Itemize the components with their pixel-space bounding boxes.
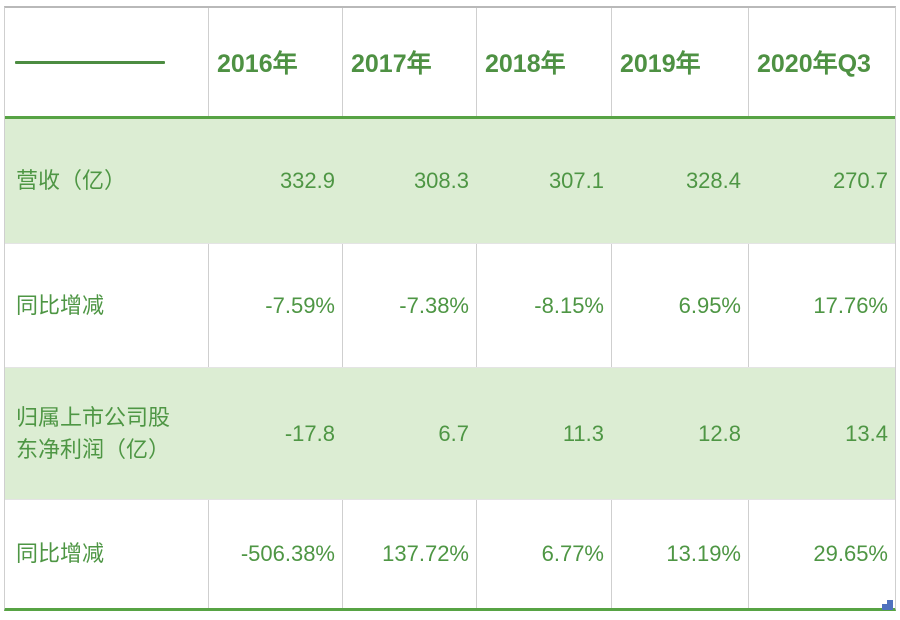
header-dash-line-icon (15, 60, 165, 64)
net-profit-2019: 12.8 (698, 420, 741, 446)
net-profit-yoy-2020q3: 29.65% (813, 541, 888, 566)
column-header-2018: 2018年 (477, 8, 612, 116)
column-header-2016: 2016年 (209, 8, 343, 116)
revenue-2019: 328.4 (685, 168, 741, 193)
column-header-2019: 2019年 (612, 8, 749, 116)
table-row-net-profit-yoy: 同比增减 -506.38% 137.72% 6.77% 13.19% 29.65… (5, 499, 895, 608)
revenue-yoy-2020q3: 17.76% (813, 292, 888, 318)
column-header-2017: 2017年 (343, 8, 477, 116)
revenue-yoy-2016: -7.59% (209, 244, 343, 367)
revenue-yoy-2017: -7.38% (343, 244, 477, 367)
corner-selection-handle-icon (882, 599, 894, 611)
column-header-2020q3: 2020年Q3 (757, 50, 871, 78)
revenue-yoy-2019: 6.95% (612, 244, 749, 367)
net-profit-2018: 11.3 (562, 420, 604, 446)
row-label-revenue-yoy: 同比增减 (5, 244, 209, 367)
row-label-net-profit-yoy: 同比增减 (5, 500, 209, 608)
net-profit-2017: 6.7 (438, 420, 469, 446)
table: 2016年 2017年 2018年 2019年 2020年Q3 营收（亿） 33… (4, 6, 896, 611)
table-row-revenue: 营收（亿） 332.9 308.3 307.1 328.4 270.7 (5, 116, 895, 243)
revenue-2018: 307.1 (548, 168, 604, 193)
revenue-yoy-2018: -8.15% (477, 244, 612, 367)
net-profit-yoy-2019: 13.19% (612, 500, 749, 608)
net-profit-yoy-2018: 6.77% (477, 500, 612, 608)
net-profit-yoy-2017: 137.72% (343, 500, 477, 608)
net-profit-yoy-2016: -506.38% (209, 500, 343, 608)
table-row-revenue-yoy: 同比增减 -7.59% -7.38% -8.15% 6.95% 17.76% (5, 243, 895, 367)
row-label-net-profit: 归属上市公司股 东净利润（亿） (16, 404, 171, 462)
net-profit-2016: -17.8 (284, 420, 335, 446)
revenue-2020q3: 270.7 (832, 168, 888, 193)
table-row-net-profit: 归属上市公司股 东净利润（亿） -17.8 6.7 11.3 12.8 13.4 (5, 367, 895, 499)
row-label-revenue: 营收（亿） (16, 168, 127, 194)
net-profit-2020q3: 13.4 (845, 420, 888, 446)
header-corner-cell (5, 8, 209, 116)
table-header-row: 2016年 2017年 2018年 2019年 2020年Q3 (5, 8, 895, 116)
revenue-2017: 308.3 (413, 168, 469, 193)
revenue-2016: 332.9 (279, 168, 335, 193)
